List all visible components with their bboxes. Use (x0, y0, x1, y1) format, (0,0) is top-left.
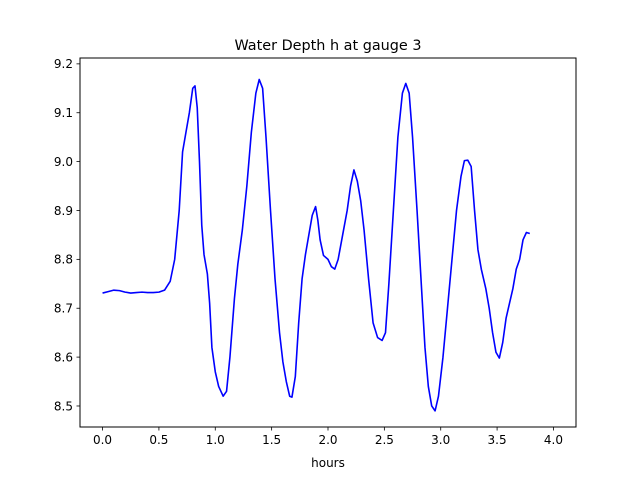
series-line (102, 78, 531, 412)
x-tick-label: 2.5 (375, 433, 394, 447)
y-tick-label: 9.0 (54, 155, 73, 169)
x-tick-label: 0.5 (149, 433, 168, 447)
chart-title: Water Depth h at gauge 3 (234, 38, 421, 54)
y-tick-label: 9.2 (54, 57, 73, 71)
x-tick-label: 3.5 (488, 433, 507, 447)
y-tick-label: 8.7 (54, 302, 73, 316)
y-tick-label: 8.6 (54, 350, 73, 364)
y-tick-label: 9.1 (54, 106, 73, 120)
x-tick-label: 1.5 (262, 433, 281, 447)
y-tick-label: 8.8 (54, 253, 73, 267)
x-tick-label: 2.0 (318, 433, 337, 447)
y-axis: 8.5 8.6 8.7 8.8 8.9 9.0 9.1 9.2 (54, 57, 80, 413)
x-tick-label: 0.0 (93, 433, 112, 447)
x-axis: 0.0 0.5 1.0 1.5 2.0 2.5 3.0 3.5 4.0 (93, 427, 563, 447)
x-tick-label: 4.0 (544, 433, 563, 447)
x-axis-label: hours (311, 456, 345, 470)
x-tick-label: 1.0 (206, 433, 225, 447)
y-tick-label: 8.9 (54, 204, 73, 218)
x-tick-label: 3.0 (431, 433, 450, 447)
y-tick-label: 8.5 (54, 399, 73, 413)
